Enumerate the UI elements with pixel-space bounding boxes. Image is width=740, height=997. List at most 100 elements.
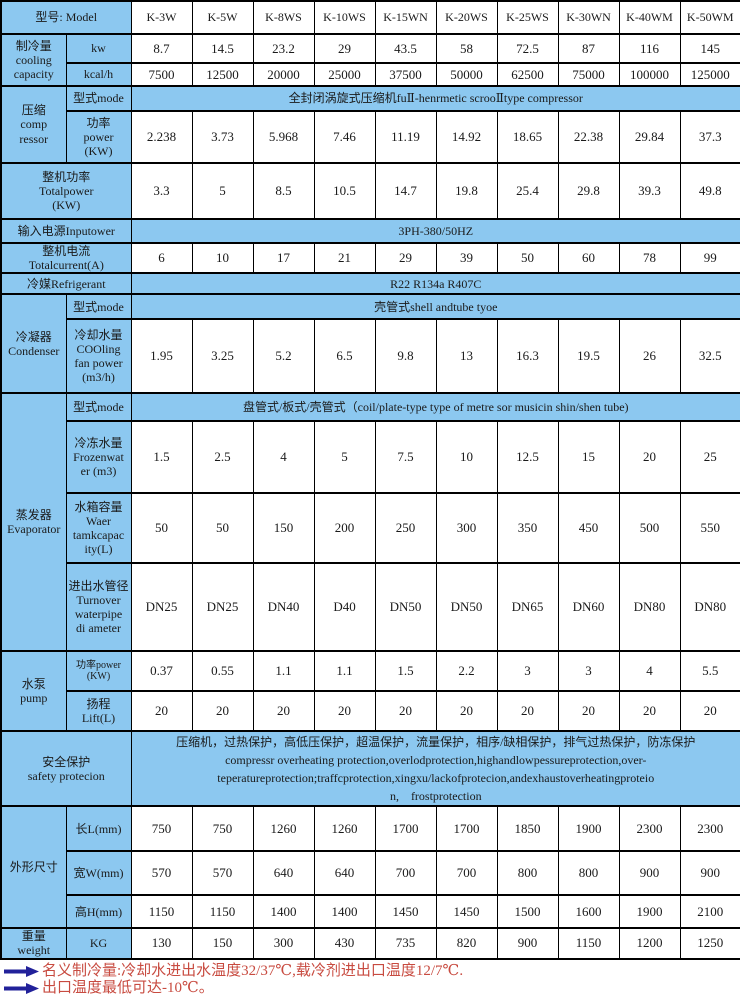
condenser-label: 冷凝器 Condenser <box>0 293 67 395</box>
table-cell: 13 <box>435 318 498 395</box>
table-cell: 700 <box>435 850 498 897</box>
table-cell: 12500 <box>191 62 254 87</box>
table-cell: 1600 <box>557 894 620 930</box>
table-cell: 1700 <box>435 805 498 853</box>
row-evaporator-mode: 蒸发器 Evaporator 型式mode 盘管式/板式/壳管式（coil/pl… <box>0 392 740 653</box>
row-refrigerant: 冷媒Refrigerant R22 R134a R407C <box>0 272 740 296</box>
table-cell: K-25WS <box>496 0 559 35</box>
width-label: 宽W(mm) <box>65 850 132 897</box>
table-cell: 7500 <box>130 62 193 87</box>
table-cell: 2.5 <box>191 420 254 495</box>
table-cell: 900 <box>618 850 681 897</box>
table-cell: 20 <box>252 690 315 733</box>
table-cell: K-3W <box>130 0 193 35</box>
table-cell: 4 <box>618 650 681 693</box>
table-cell: 1400 <box>252 894 315 930</box>
table-cell: 150 <box>191 927 254 960</box>
table-cell: D40 <box>313 562 376 653</box>
row-safety: 安全保护 safety protecion 压缩机，过热保护，高低压保护，超温保… <box>0 730 740 808</box>
table-cell: DN80 <box>618 562 681 653</box>
length-label: 长L(mm) <box>65 805 132 853</box>
table-cell: 7.5 <box>374 420 437 495</box>
table-cell: 1500 <box>496 894 559 930</box>
table-cell: 43.5 <box>374 33 437 64</box>
table-cell: DN80 <box>679 562 740 653</box>
table-cell: 500 <box>618 492 681 565</box>
table-cell: 12.5 <box>496 420 559 495</box>
refrigerant-label: 冷媒Refrigerant <box>0 272 132 296</box>
dimensions-label: 外形尺寸 <box>0 805 67 930</box>
compressor-mode-value: 全封闭涡旋式压缩机fuⅡ-henrmetic scrooⅡtype compre… <box>130 85 740 112</box>
table-cell: 20 <box>557 690 620 733</box>
table-cell: 6.5 <box>313 318 376 395</box>
table-cell: 29.84 <box>618 110 681 164</box>
table-cell: 39 <box>435 241 498 275</box>
table-cell: 26 <box>618 318 681 395</box>
note-line-2: 出口温度最低可达-10℃。 <box>4 980 740 997</box>
table-cell: 19.8 <box>435 162 498 220</box>
table-cell: 640 <box>252 850 315 897</box>
table-cell: 20 <box>496 690 559 733</box>
mode-label: 型式mode <box>65 293 132 321</box>
table-cell: DN40 <box>252 562 315 653</box>
tank-capacity-label: 水箱容量 Waer tamkcapac ity(L) <box>65 492 132 565</box>
table-cell: DN25 <box>191 562 254 653</box>
table-cell: DN50 <box>435 562 498 653</box>
table-cell: 820 <box>435 927 498 960</box>
table-cell: 1.1 <box>313 650 376 693</box>
total-current-label: 整机电流 Totalcurrent(A) <box>0 241 132 275</box>
table-cell: K-40WM <box>618 0 681 35</box>
height-label: 高H(mm) <box>65 894 132 930</box>
safety-value: 压缩机，过热保护，高低压保护，超温保护，流量保护，相序/缺相保护，排气过热保护，… <box>130 730 740 808</box>
table-cell: 20 <box>679 690 740 733</box>
table-cell: DN50 <box>374 562 437 653</box>
table-cell: 60 <box>557 241 620 275</box>
table-cell: 1.95 <box>130 318 193 395</box>
compressor-power-label: 功率 power (KW) <box>65 110 132 164</box>
row-pipe-diameter: 进出水管径 Turnover waterpipe di ameter DN25 D… <box>1 562 740 653</box>
table-cell: 5.968 <box>252 110 315 164</box>
table-cell: 5.2 <box>252 318 315 395</box>
table-cell: 570 <box>191 850 254 897</box>
table-cell: DN25 <box>130 562 193 653</box>
table-cell: 200 <box>313 492 376 565</box>
pipe-diameter-label: 进出水管径 Turnover waterpipe di ameter <box>65 562 132 653</box>
table-cell: 2100 <box>679 894 740 930</box>
table-cell: 8.7 <box>130 33 193 64</box>
table-cell: 640 <box>313 850 376 897</box>
refrigerant-value: R22 R134a R407C <box>130 272 740 296</box>
lift-label: 扬程 Lift(L) <box>65 690 132 733</box>
table-cell: 87 <box>557 33 620 64</box>
row-compressor-power: 功率 power (KW) 2.238 3.73 5.968 7.46 11.19 14.… <box>1 110 740 164</box>
row-weight: 重量 weight KG 130 150 300 430 735 820 900 1150 12… <box>0 927 740 960</box>
table-cell: DN65 <box>496 562 559 653</box>
row-total-current: 整机电流 Totalcurrent(A) 6 10 17 21 29 39 50 60 78 99 <box>0 241 740 275</box>
pump-power-label: 功率power (KW) <box>65 650 132 693</box>
table-cell: 25.4 <box>496 162 559 220</box>
mode-label: 型式mode <box>65 392 132 423</box>
table-cell: 20 <box>313 690 376 733</box>
safety-label: 安全保护 safety protecion <box>0 730 132 808</box>
table-cell: 116 <box>618 33 681 64</box>
table-cell: 50000 <box>435 62 498 87</box>
table-cell: 1400 <box>313 894 376 930</box>
table-cell: 1200 <box>618 927 681 960</box>
table-cell: 1150 <box>130 894 193 930</box>
table-cell: 0.37 <box>130 650 193 693</box>
table-cell: 5.5 <box>679 650 740 693</box>
table-cell: 1450 <box>435 894 498 930</box>
table-cell: 1700 <box>374 805 437 853</box>
table-cell: 700 <box>374 850 437 897</box>
table-cell: 18.65 <box>496 110 559 164</box>
table-cell: 800 <box>557 850 620 897</box>
row-cooling-kw: 制冷量 cooling capacity kw 8.7 14.5 23.2 29 43.… <box>0 33 740 87</box>
table-cell: 250 <box>374 492 437 565</box>
model-header-row: 型号: Model K-3W K-5W K-8WS K-10WS K-15WN K-20W… <box>0 0 740 35</box>
table-cell: 1150 <box>191 894 254 930</box>
cooling-capacity-label: 制冷量 cooling capacity <box>0 33 67 87</box>
table-cell: 20 <box>618 420 681 495</box>
table-cell: 14.92 <box>435 110 498 164</box>
table-cell: 9.8 <box>374 318 437 395</box>
table-cell: K-20WS <box>435 0 498 35</box>
table-cell: 430 <box>313 927 376 960</box>
